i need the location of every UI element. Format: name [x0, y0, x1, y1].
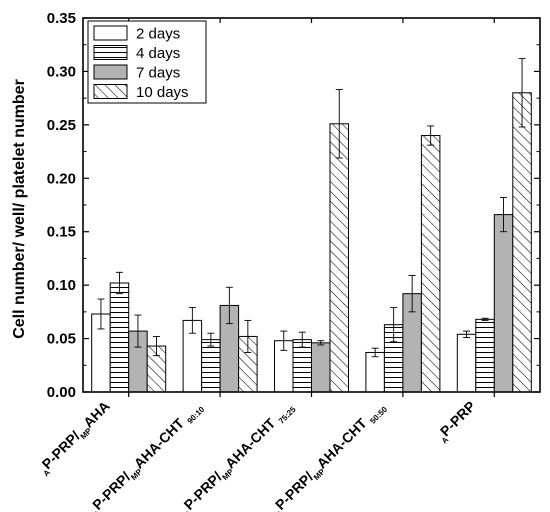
- legend-item-7-days: 7 days: [93, 64, 180, 82]
- bar-4-days-0: [109, 282, 130, 393]
- y-tick-label: 0.00: [47, 384, 76, 401]
- error-bar-10-days-1: [244, 319, 252, 353]
- legend-label: 2 days: [136, 26, 180, 43]
- error-bar-10-days-2: [335, 89, 343, 159]
- error-bar-10-days-0: [152, 335, 160, 357]
- error-bar-4-days-0: [115, 271, 123, 295]
- legend-label: 4 days: [136, 45, 180, 62]
- bar-4-days-1: [201, 339, 221, 393]
- bars-layer: [91, 58, 532, 393]
- x-category-label: AP-PRP/MPAHA: [34, 398, 114, 478]
- error-bar-7-days-2: [317, 340, 325, 346]
- y-tick-label: 0.35: [47, 10, 76, 27]
- legend-label: 10 days: [136, 84, 189, 101]
- error-bar-4-days-4: [481, 317, 489, 321]
- bar-10-days-3: [420, 135, 441, 393]
- x-category-label: AP-PRP: [433, 398, 481, 446]
- error-bar-7-days-4: [500, 197, 508, 233]
- bar-4-days-4: [475, 318, 495, 393]
- labels-layer: AP-PRP/MPAHAAP-PRP/MPAHA-CHT 90:10AP-PRP…: [34, 398, 481, 512]
- error-bar-2-days-0: [97, 298, 105, 330]
- bar-10-days-2: [329, 123, 349, 393]
- y-tick-label: 0.20: [47, 170, 76, 187]
- legend-item-2-days: 2 days: [93, 25, 180, 43]
- error-bar-4-days-3: [390, 307, 398, 343]
- legend-swatch: [93, 25, 128, 41]
- error-bar-2-days-1: [188, 307, 196, 334]
- error-bar-2-days-2: [280, 330, 288, 351]
- legend-item-4-days: 4 days: [93, 45, 180, 62]
- bar-2-days-4: [456, 333, 477, 393]
- error-bar-7-days-3: [408, 275, 416, 313]
- bar-10-days-4: [512, 92, 532, 393]
- y-tick-label: 0.10: [47, 277, 76, 294]
- legend-swatch: [93, 84, 128, 99]
- y-tick-label: 0.25: [47, 117, 76, 134]
- y-tick-label: 0.05: [47, 331, 76, 348]
- error-bar-2-days-3: [371, 347, 379, 358]
- error-bar-10-days-4: [518, 58, 526, 128]
- y-axis-title: Cell number/ well/ platelet number: [11, 79, 28, 339]
- legend-label: 7 days: [136, 65, 180, 82]
- error-bar-10-days-3: [427, 125, 435, 146]
- error-bar-7-days-0: [134, 314, 142, 348]
- y-tick-label: 0.15: [47, 224, 76, 241]
- bar-7-days-2: [311, 342, 331, 393]
- bar-7-days-4: [493, 214, 514, 393]
- error-bar-2-days-4: [463, 330, 471, 338]
- legend: 2 days 4 days 7 days 10 days: [87, 20, 207, 104]
- legend-swatch: [93, 45, 128, 60]
- legend-item-10-days: 10 days: [93, 84, 189, 101]
- bar-2-days-3: [365, 351, 385, 393]
- error-bar-4-days-1: [207, 332, 215, 347]
- legend-swatch: [93, 64, 128, 80]
- error-bar-7-days-1: [225, 286, 233, 325]
- y-tick-label: 0.30: [47, 63, 76, 80]
- error-bar-4-days-2: [298, 331, 306, 348]
- axes-layer: 0.00 0.05 0.10 0.15 0.20 0.25 0.30 0.35: [47, 10, 541, 401]
